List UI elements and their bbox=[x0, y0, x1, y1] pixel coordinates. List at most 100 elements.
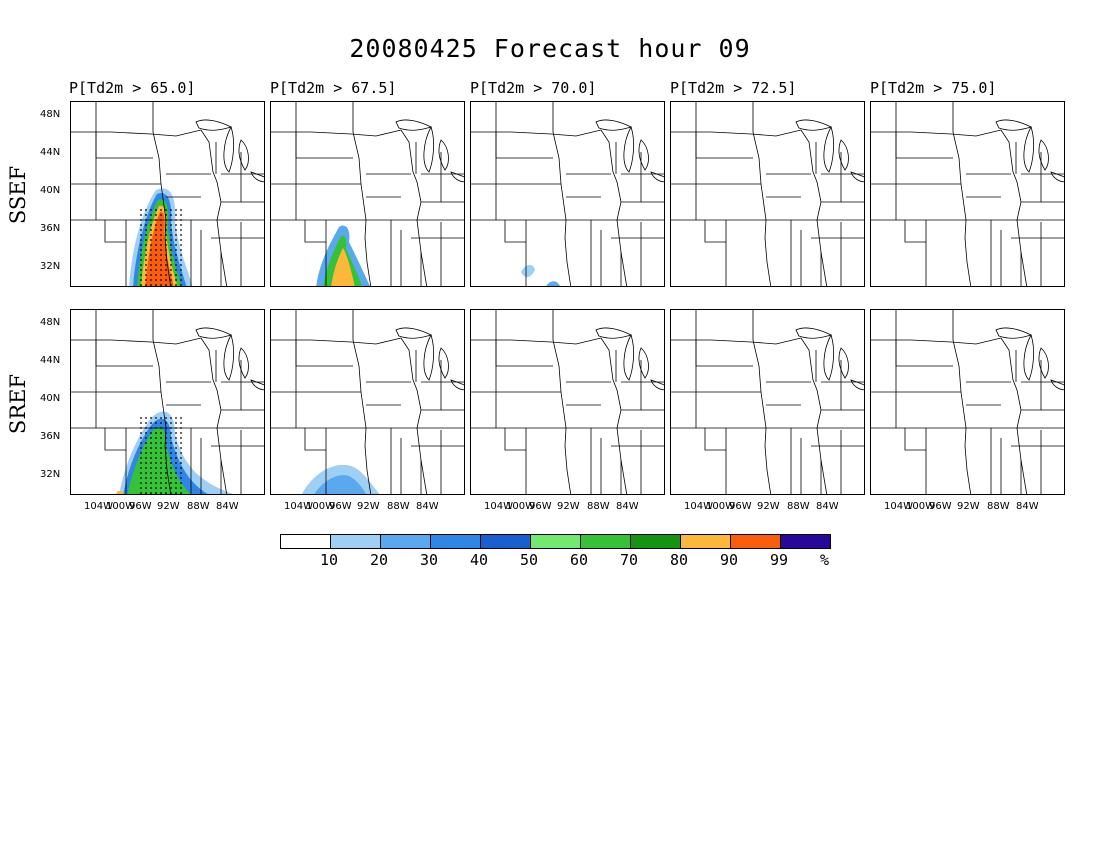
lat-label-32n: 32N bbox=[40, 261, 61, 272]
lon-label-88w: 88W bbox=[187, 501, 210, 512]
state-boundary bbox=[271, 391, 297, 428]
colorbar-label: 99 bbox=[770, 551, 789, 569]
lake-outline bbox=[850, 171, 864, 183]
lake-outline bbox=[238, 139, 249, 171]
lake-outline bbox=[250, 171, 264, 183]
lon-label-88w: 88W bbox=[387, 501, 410, 512]
map-panel-sref-72.5 bbox=[670, 309, 865, 495]
lon-label-100w: 100W bbox=[106, 501, 135, 512]
lake-outline bbox=[1050, 379, 1064, 391]
state-boundary bbox=[200, 337, 228, 494]
map-panel-sref-65 bbox=[70, 309, 265, 495]
map-panel-ssef-70 bbox=[470, 101, 665, 287]
lake-outline bbox=[623, 333, 635, 381]
lon-label-104w: 104W bbox=[884, 501, 913, 512]
map-panel-sref-70 bbox=[470, 309, 665, 495]
lake-outline bbox=[223, 333, 235, 381]
lake-outline bbox=[423, 333, 435, 381]
lake-outline bbox=[195, 327, 233, 339]
lat-label-40n: 40N bbox=[40, 393, 61, 404]
probability-contour-fill bbox=[145, 211, 174, 286]
lon-label-84w: 84W bbox=[616, 501, 639, 512]
lake-outline bbox=[623, 125, 635, 173]
state-boundary bbox=[671, 183, 697, 220]
probability-contour-fill bbox=[115, 490, 124, 494]
lake-outline bbox=[650, 379, 664, 391]
lon-label-100w: 100W bbox=[706, 501, 735, 512]
lon-label-84w: 84W bbox=[416, 501, 439, 512]
lat-label-36n: 36N bbox=[40, 431, 61, 442]
state-boundary bbox=[752, 310, 772, 494]
state-boundary bbox=[271, 183, 297, 220]
lake-outline bbox=[395, 119, 433, 131]
state-boundary bbox=[152, 310, 172, 494]
lake-outline bbox=[795, 119, 833, 131]
state-boundary bbox=[471, 183, 497, 220]
state-boundary bbox=[71, 337, 202, 345]
colorbar-label: 50 bbox=[520, 551, 539, 569]
row-label-ssef: SSEF bbox=[6, 165, 30, 225]
lake-outline bbox=[850, 379, 864, 391]
colorbar-swatch bbox=[730, 534, 781, 549]
map-panel-ssef-72.5 bbox=[670, 101, 865, 287]
lake-outline bbox=[638, 139, 649, 171]
state-boundary bbox=[671, 337, 802, 345]
probability-contour-fill bbox=[314, 475, 366, 494]
lon-label-100w: 100W bbox=[906, 501, 935, 512]
lon-label-100w: 100W bbox=[506, 501, 535, 512]
state-boundary bbox=[71, 129, 202, 137]
lon-label-96w: 96W bbox=[329, 501, 352, 512]
lake-outline bbox=[638, 347, 649, 379]
lake-outline bbox=[595, 327, 633, 339]
state-boundary bbox=[504, 428, 526, 451]
lon-label-96w: 96W bbox=[129, 501, 152, 512]
state-boundary bbox=[952, 102, 972, 286]
lon-label-96w: 96W bbox=[529, 501, 552, 512]
colorbar-swatch bbox=[330, 534, 381, 549]
state-boundary bbox=[471, 391, 497, 428]
lake-outline bbox=[438, 139, 449, 171]
state-boundary bbox=[400, 129, 428, 286]
state-boundary bbox=[471, 129, 602, 137]
lake-outline bbox=[1038, 139, 1049, 171]
lon-label-88w: 88W bbox=[987, 501, 1010, 512]
lat-label-48n: 48N bbox=[40, 109, 61, 120]
state-boundary bbox=[904, 220, 926, 243]
lon-label-92w: 92W bbox=[357, 501, 380, 512]
lon-label-104w: 104W bbox=[84, 501, 113, 512]
column-title-2: P[Td2m > 67.5] bbox=[270, 79, 397, 97]
lake-outline bbox=[238, 347, 249, 379]
lake-outline bbox=[395, 327, 433, 339]
state-boundary bbox=[871, 337, 1002, 345]
probability-contour-fill bbox=[331, 248, 355, 286]
lon-label-104w: 104W bbox=[284, 501, 313, 512]
lake-outline bbox=[1038, 347, 1049, 379]
state-boundary bbox=[104, 220, 126, 243]
lon-label-92w: 92W bbox=[757, 501, 780, 512]
colorbar-swatch bbox=[480, 534, 531, 549]
lake-outline bbox=[438, 347, 449, 379]
lon-label-104w: 104W bbox=[684, 501, 713, 512]
state-boundary bbox=[200, 129, 228, 286]
colorbar-label: 40 bbox=[470, 551, 489, 569]
lon-label-92w: 92W bbox=[157, 501, 180, 512]
column-title-4: P[Td2m > 72.5] bbox=[670, 79, 797, 97]
lake-outline bbox=[423, 125, 435, 173]
colorbar-swatch bbox=[780, 534, 831, 549]
lat-label-48n: 48N bbox=[40, 317, 61, 328]
state-boundary bbox=[352, 310, 372, 494]
lat-label-40n: 40N bbox=[40, 185, 61, 196]
state-boundary bbox=[871, 391, 897, 428]
lon-label-92w: 92W bbox=[557, 501, 580, 512]
lake-outline bbox=[795, 327, 833, 339]
probability-contour-fill bbox=[127, 427, 191, 494]
lake-outline bbox=[450, 171, 464, 183]
colorbar-swatch bbox=[530, 534, 581, 549]
lake-outline bbox=[1050, 171, 1064, 183]
state-boundary bbox=[304, 428, 326, 451]
colorbar-swatch bbox=[680, 534, 731, 549]
map-panel-sref-67.5 bbox=[270, 309, 465, 495]
lon-label-96w: 96W bbox=[729, 501, 752, 512]
lake-outline bbox=[823, 125, 835, 173]
lake-outline bbox=[650, 171, 664, 183]
